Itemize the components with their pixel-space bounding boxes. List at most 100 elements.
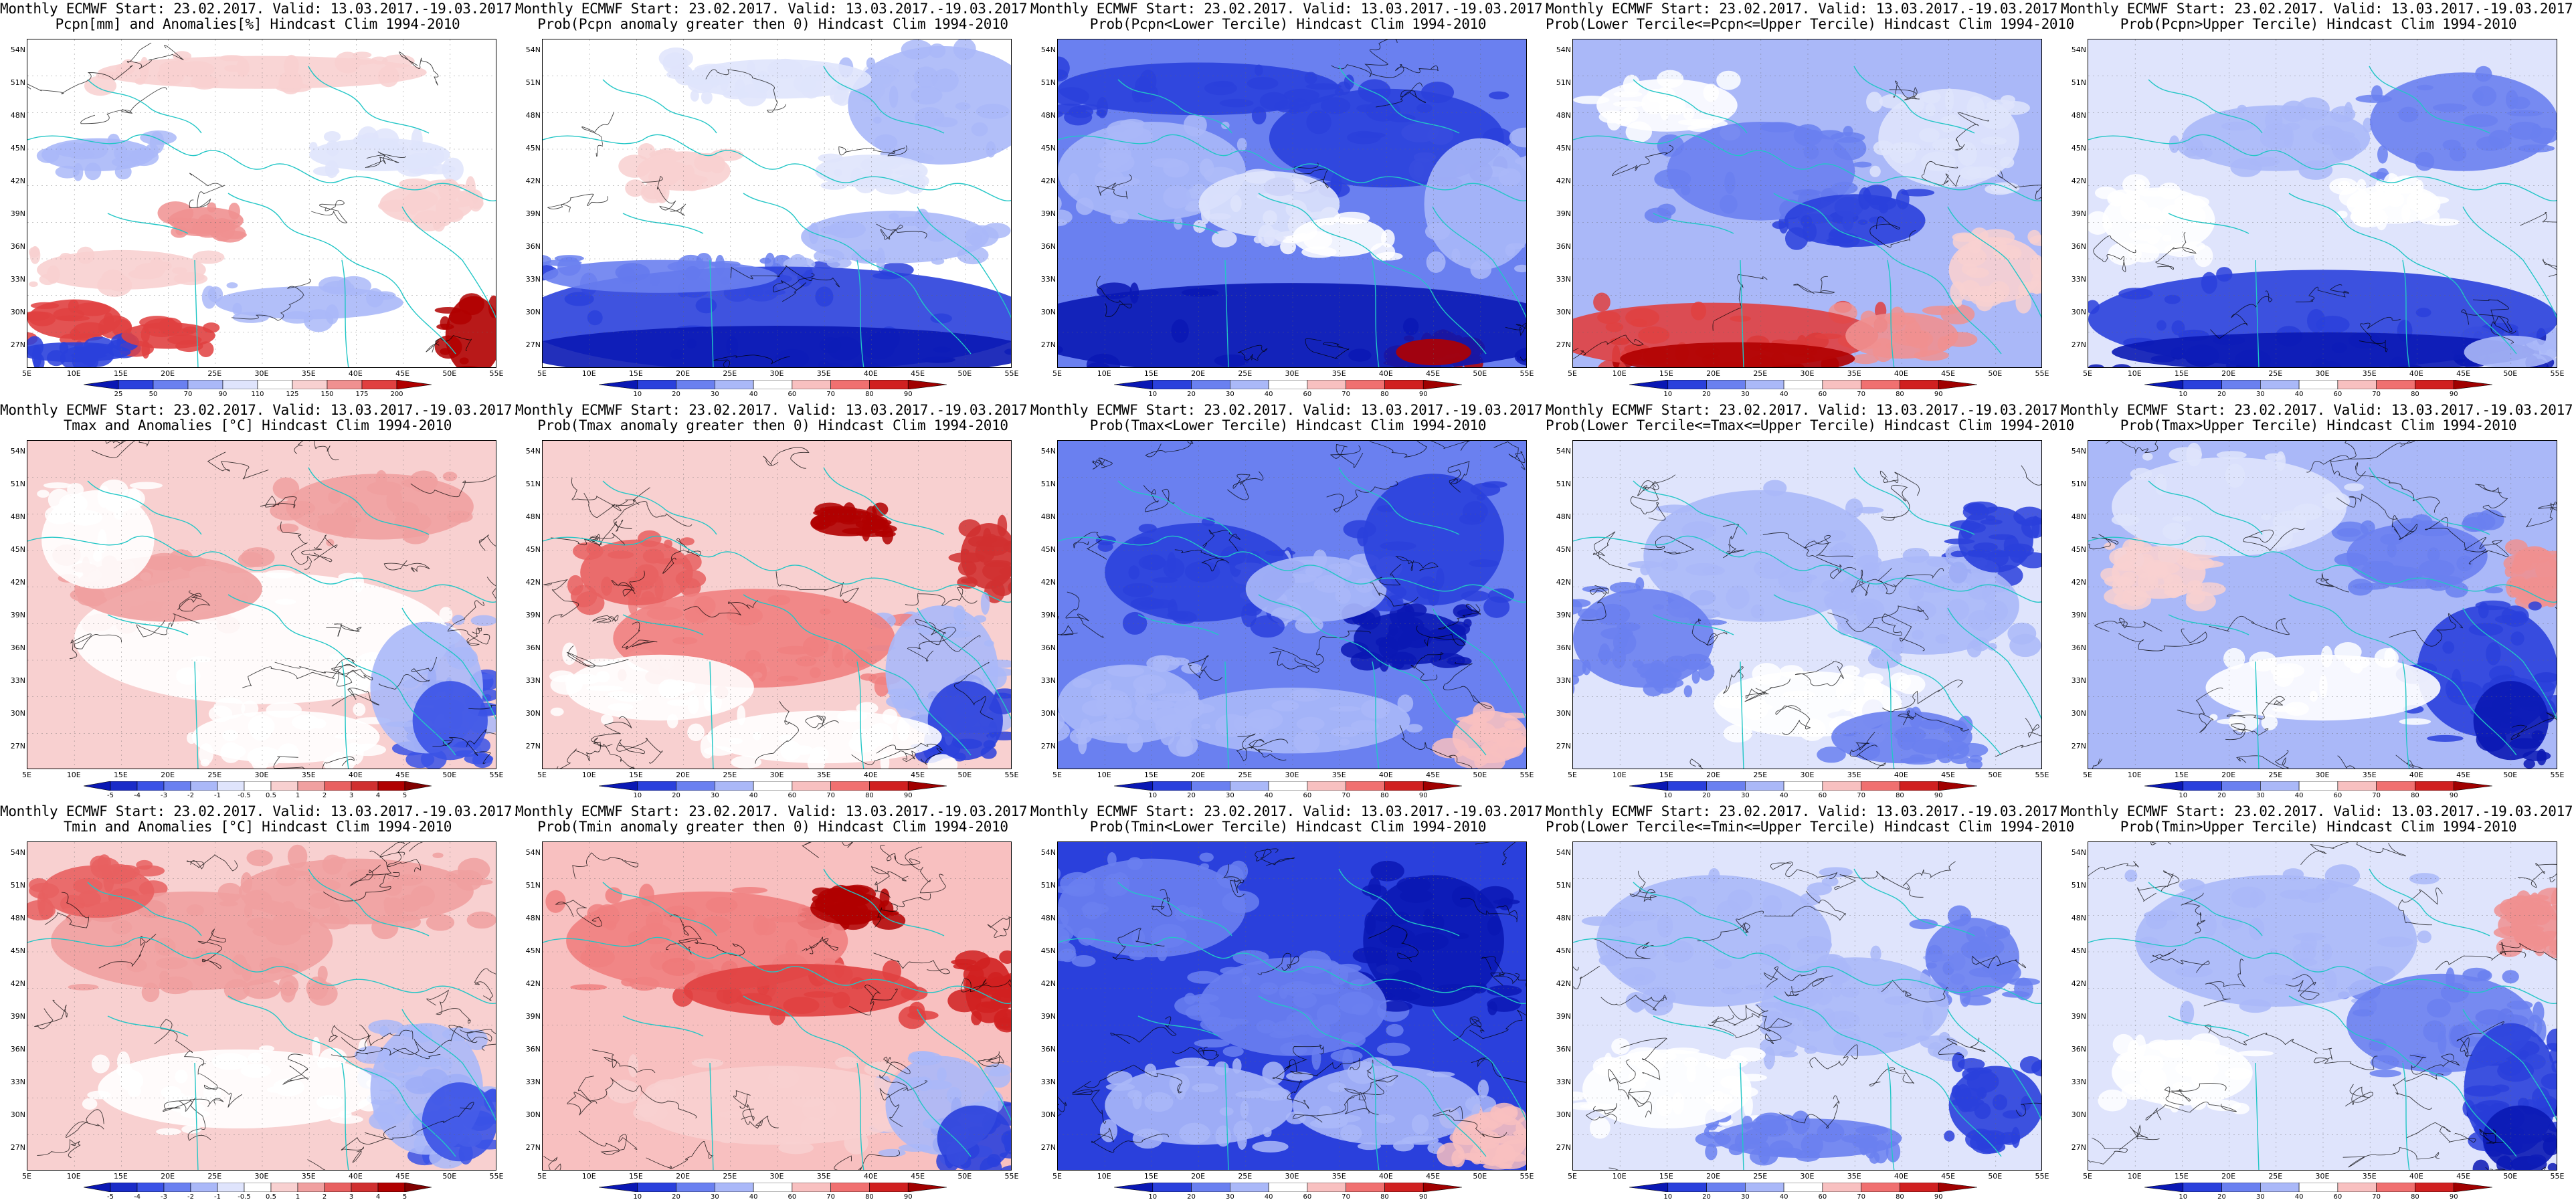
map-panel: Monthly ECMWF Start: 23.02.2017. Valid: … [1546, 803, 2074, 1204]
lat-label: 27N [1040, 1143, 1056, 1152]
lat-label: 36N [2071, 242, 2086, 251]
lat-label: 30N [2071, 308, 2086, 316]
colorbar-label: 40 [1264, 792, 1273, 799]
lat-label: 54N [10, 447, 25, 456]
colorbar-label: 10 [1148, 391, 1158, 398]
lon-label: 20E [1191, 369, 1206, 378]
lat-label: 30N [10, 1110, 25, 1119]
lon-label: 10E [1612, 369, 1627, 378]
panel-title: Monthly ECMWF Start: 23.02.2017. Valid: … [2061, 804, 2576, 835]
colorbar-label: 0.5 [266, 792, 276, 799]
panel-title: Monthly ECMWF Start: 23.02.2017. Valid: … [0, 804, 521, 835]
lon-label: 10E [2127, 1172, 2142, 1181]
colorbar-label: 2 [322, 792, 327, 799]
map-area [542, 841, 1012, 1171]
colorbar-label: 60 [1818, 792, 1827, 799]
lat-label: 33N [1556, 1078, 1571, 1086]
lat-label: 51N [2071, 78, 2086, 87]
lat-label: 48N [525, 914, 541, 922]
map-field [1058, 441, 1526, 769]
lon-label: 55E [2035, 369, 2049, 378]
colorbar-label: 40 [1779, 1193, 1788, 1201]
lat-label: 42N [1556, 979, 1571, 988]
colorbar-label: 20 [1187, 391, 1196, 398]
lon-label: 20E [676, 771, 691, 779]
lat-label: 42N [1040, 979, 1056, 988]
lat-label: 30N [10, 709, 25, 718]
colorbar [84, 380, 432, 389]
lon-label: 10E [581, 369, 596, 378]
colorbar-label: 30 [2256, 792, 2265, 799]
colorbar-label: 125 [286, 391, 299, 398]
lon-label: 25E [723, 369, 737, 378]
lon-label: 20E [2221, 771, 2236, 779]
lat-label: 36N [1040, 1045, 1056, 1054]
lon-label: 35E [1331, 771, 1346, 779]
colorbar-label: 90 [1418, 792, 1428, 799]
lat-label: 51N [2071, 480, 2086, 488]
lon-label: 45E [1941, 771, 1956, 779]
lat-label: 36N [2071, 1045, 2086, 1054]
lat-label: 39N [2071, 1012, 2086, 1021]
lon-label: 45E [2456, 1172, 2471, 1181]
lon-label: 55E [489, 771, 504, 779]
map-area [542, 440, 1012, 769]
lon-label: 5E [1568, 771, 1577, 779]
lon-label: 10E [1612, 1172, 1627, 1181]
lat-label: 51N [10, 480, 25, 488]
colorbar-label: 10 [1663, 391, 1673, 398]
lon-label: 5E [1052, 771, 1062, 779]
lon-label: 55E [1004, 369, 1019, 378]
colorbar-label: -5 [107, 1193, 114, 1201]
colorbar-label: 80 [865, 391, 874, 398]
lon-label: 55E [2550, 1172, 2565, 1181]
colorbar-label: 60 [2333, 391, 2342, 398]
map-panel: Monthly ECMWF Start: 23.02.2017. Valid: … [0, 803, 521, 1204]
colorbar-label: 5 [402, 1193, 407, 1201]
lon-label: 55E [1520, 369, 1534, 378]
lon-label: 5E [537, 1172, 547, 1181]
lon-label: 5E [2083, 1172, 2092, 1181]
lat-label: 30N [1556, 709, 1571, 718]
lon-label: 45E [2456, 771, 2471, 779]
panel-title-line2: Prob(Tmax<Lower Tercile) Hindcast Clim 1… [1089, 417, 1487, 433]
colorbar [1629, 781, 1977, 791]
lon-label: 45E [1426, 369, 1441, 378]
lat-label: 27N [10, 340, 25, 349]
lon-label: 10E [2127, 369, 2142, 378]
lat-label: 39N [525, 209, 541, 218]
colorbar-label: 40 [1264, 391, 1273, 398]
colorbar-label: 30 [2256, 1193, 2265, 1201]
lat-label: 36N [1556, 242, 1571, 251]
map-field [27, 441, 496, 769]
lat-label: 45N [1040, 144, 1056, 153]
lon-label: 45E [1426, 1172, 1441, 1181]
colorbar-label: 30 [1225, 391, 1234, 398]
lat-label: 36N [525, 643, 541, 652]
lat-label: 27N [525, 340, 541, 349]
map-area [27, 841, 496, 1171]
panel-title: Monthly ECMWF Start: 23.02.2017. Valid: … [515, 804, 1036, 835]
panel-title: Monthly ECMWF Start: 23.02.2017. Valid: … [515, 403, 1036, 433]
lat-label: 42N [2071, 979, 2086, 988]
lon-label: 35E [1331, 369, 1346, 378]
map-area [1057, 39, 1527, 368]
colorbar [599, 1183, 947, 1192]
colorbar-label: 80 [2411, 1193, 2419, 1201]
colorbar-label: 80 [2411, 792, 2419, 799]
lat-label: 33N [525, 275, 541, 284]
lon-label: 15E [628, 771, 643, 779]
colorbar-label: 90 [903, 1193, 913, 1201]
lon-label: 55E [1004, 1172, 1019, 1181]
lat-label: 42N [2071, 578, 2086, 587]
lon-label: 45E [395, 771, 410, 779]
colorbar-label: 90 [1934, 391, 1943, 398]
panel-title: Monthly ECMWF Start: 23.02.2017. Valid: … [1030, 1, 1551, 32]
lon-label: 25E [1753, 369, 1768, 378]
lon-label: 45E [911, 369, 925, 378]
lon-label: 45E [1941, 1172, 1956, 1181]
colorbar-label: 60 [788, 1193, 797, 1201]
colorbar-label: 5 [402, 792, 407, 799]
lat-label: 33N [525, 1078, 541, 1086]
lat-label: 39N [1040, 209, 1056, 218]
